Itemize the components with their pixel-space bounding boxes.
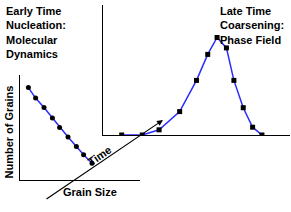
svg-text:Number of Grains: Number of Grains [3,86,15,179]
svg-text:Time: Time [86,143,114,167]
svg-text:Early TimeNucleation:Molecular: Early TimeNucleation:MolecularDynamics [6,5,66,60]
svg-text:Late TimeCoarsening:Phase Fiel: Late TimeCoarsening:Phase Field [220,5,284,46]
svg-text:Grain Size: Grain Size [63,186,117,198]
